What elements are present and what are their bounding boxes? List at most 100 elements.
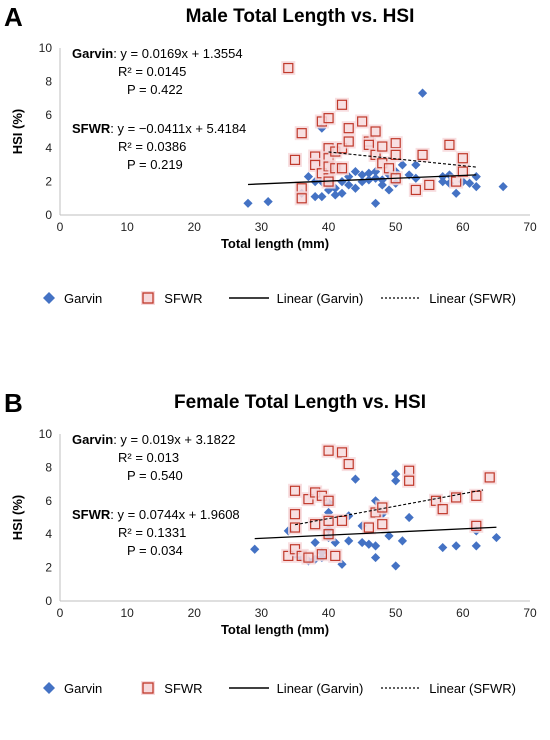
chart-title: Female Total Length vs. HSI [174,392,426,413]
sfwr-point [341,121,356,136]
sfwr-point-halo [321,527,336,542]
y-tick-label: 4 [45,141,52,155]
sfwr-point-marker [404,475,415,486]
legend-label-sfwr: SFWR [164,680,203,696]
sfwr-point-marker [451,492,462,503]
legend-label-linear-sfwr: Linear (SFWR) [429,680,516,696]
sfwr-point-halo [288,520,302,535]
y-tick-label: 2 [45,561,52,575]
garvin-point [310,537,320,548]
garvin-p-value: P = 0.422 [127,82,183,97]
diamond-marker-icon [43,292,55,304]
sfwr-point [294,126,309,141]
y-tick-label: 6 [45,494,52,508]
x-tick-label: 60 [456,606,470,620]
sfwr-point-halo [321,443,336,458]
sfwr-point-halo [301,550,316,565]
sfwr-point [321,111,336,126]
sfwr-point-halo [335,513,349,528]
legend-label-sfwr: SFWR [164,290,203,306]
sfwr-point-marker [377,519,388,530]
sfwr-point-marker [343,123,354,134]
garvin-point [471,541,481,551]
sfwr-point-marker [310,519,321,530]
garvin-regression-equation-series-name: Garvin [72,432,113,447]
diamond-marker-icon [43,682,55,694]
x-tick-label: 0 [57,220,64,234]
garvin-r-squared: R² = 0.013 [118,450,179,465]
garvin-point [337,188,347,198]
sfwr-point [281,61,296,76]
garvin-point [471,171,481,182]
sfwr-point-halo [375,517,390,532]
sfwr-point-marker [323,445,334,456]
garvin-point [344,180,354,190]
sfwr-point [408,182,423,197]
garvin-point [263,197,273,207]
sfwr-point-marker [444,139,455,150]
legend: Garvin SFWR Linear (Garvin) Linear (SFWR… [0,290,550,306]
sfwr-point-marker [437,504,448,515]
sfwr-point [288,520,302,535]
sfwr-point-halo [368,124,383,139]
sfwr-point [341,134,356,149]
x-tick-label: 10 [120,606,134,620]
scatter-plot-female: 0 10 20 30 40 50 60 70 0 2 4 6 8 10 Total length (mm) H… [10,427,537,637]
sfwr-point [288,152,302,167]
garvin-point [438,177,448,187]
sfwr-point-marker [484,472,495,483]
sfwr-point-halo [335,445,349,460]
x-tick-label: 30 [255,220,269,234]
garvin-point [377,180,387,190]
sfwr-point-halo [375,500,390,515]
x-tick-label: 20 [188,606,202,620]
x-tick-label: 50 [389,220,403,234]
legend-item-linear-sfwr: Linear (SFWR) [381,681,516,696]
sfwr-point [422,177,437,192]
sfwr-point-halo [328,548,343,563]
sfwr-point [435,502,450,517]
garvin-point [417,88,428,98]
sfwr-point [308,517,323,532]
dashed-line-icon [381,687,422,689]
sfwr-point-halo [294,191,309,206]
sfwr-point-halo [341,121,356,136]
y-tick-label: 8 [45,460,52,474]
sfwr-point-marker [316,549,327,560]
legend-item-linear-garvin: Linear (Garvin) [228,291,363,306]
sfwr-point-halo [388,136,403,151]
y-tick-label: 6 [45,108,52,122]
chart-panel-female: B Female Total Length vs. HSI 0 10 20 30 40 5… [0,386,550,740]
garvin-point [350,474,361,484]
sfwr-point-halo [321,493,336,508]
sfwr-point-halo [375,139,390,154]
sfwr-point [288,507,302,522]
sfwr-point-marker [336,447,348,458]
sfwr-point-halo [482,470,497,485]
garvin-point [250,544,260,554]
garvin-regression-equation: Garvin: y = 0.0169x + 1.3554 [72,46,243,61]
sfwr-point-halo [294,126,309,141]
garvin-point [337,177,347,187]
garvin-point [404,170,414,180]
sfwr-point-marker [323,113,334,124]
y-tick-label: 10 [39,427,53,441]
sfwr-point [321,527,336,542]
garvin-r-squared: R² = 0.0145 [118,64,186,79]
sfwr-point-marker [330,550,341,562]
sfwr-point-marker [410,184,421,196]
legend-label-linear-garvin: Linear (Garvin) [276,680,364,696]
garvin-point [330,190,340,200]
sfwr-point-halo [341,457,356,472]
sfwr-regression-equation-formula: : y = −0.0411x + 5.4184 [110,121,246,136]
legend-label-linear-sfwr: Linear (SFWR) [429,290,516,306]
sfwr-point [335,97,349,112]
sfwr-point-marker [370,126,381,137]
sfwr-point [361,520,376,535]
x-axis-title: Total length (mm) [221,622,329,637]
sfwr-point-marker [289,154,301,165]
scatter-plot-male: 0 10 20 30 40 50 60 70 0 2 4 6 8 10 Total length (mm) H… [10,41,537,251]
garvin-point [317,192,327,202]
garvin-point [404,512,414,523]
x-tick-label: 70 [523,220,537,234]
